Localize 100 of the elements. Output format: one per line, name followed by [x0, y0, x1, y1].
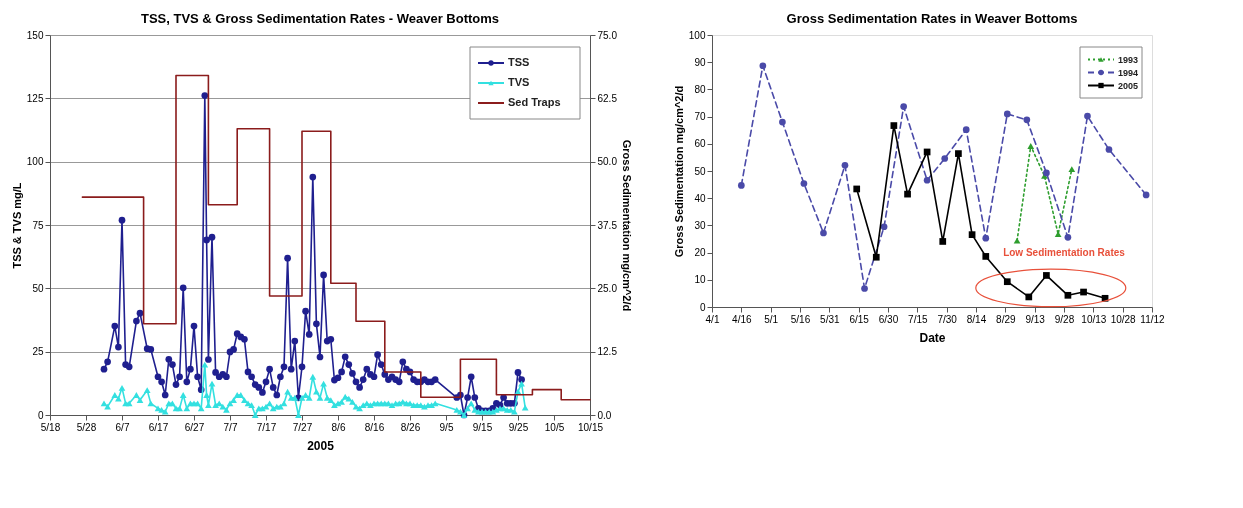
point — [1013, 237, 1021, 244]
y-tick-label: 90 — [694, 56, 706, 68]
legend-label: Sed Traps — [508, 96, 561, 108]
y-tick-label: 30 — [694, 219, 706, 231]
point — [968, 231, 976, 238]
x-tick-label: 8/14 — [966, 313, 987, 325]
point — [820, 229, 827, 237]
point — [1068, 166, 1076, 172]
x-tick-label: 10/28 — [1110, 313, 1137, 325]
point — [759, 62, 767, 70]
y-tick-label: 40 — [694, 192, 706, 204]
point — [1043, 272, 1050, 279]
y-tick-label: 75 — [32, 219, 44, 231]
x-tick-label: 9/25 — [508, 421, 529, 433]
y2-tick-label: 50.0 — [597, 156, 618, 168]
point — [1043, 169, 1050, 177]
y-tick-label: 10 — [694, 274, 706, 286]
x-tick-label: 4/1 — [705, 313, 720, 325]
legend-label: TVS — [508, 76, 530, 88]
point — [923, 176, 931, 184]
point — [1064, 291, 1072, 299]
y-tick-label: 50 — [32, 282, 44, 294]
y-tick-label: 0 — [699, 301, 706, 313]
point — [779, 118, 786, 126]
x-tick-label: 8/16 — [364, 421, 385, 433]
point — [1025, 293, 1033, 301]
x-tick-label: 5/31 — [820, 313, 840, 325]
point — [872, 253, 880, 261]
x-axis-title: Date — [919, 330, 946, 345]
x-tick-label: 7/27 — [292, 421, 313, 433]
x-tick-label: 6/27 — [184, 421, 205, 433]
y-tick-label: 150 — [26, 29, 44, 41]
point — [841, 161, 849, 169]
y-tick-label: 80 — [694, 83, 706, 95]
point — [1027, 143, 1035, 149]
point — [1003, 110, 1011, 118]
x-tick-label: 9/13 — [1025, 313, 1046, 325]
point — [900, 103, 907, 110]
x-tick-label: 8/6 — [331, 421, 346, 433]
x-tick-label: 5/18 — [40, 421, 61, 433]
chart-title: TSS, TVS & Gross Sedimentation Rates - Weaver Bottoms — [140, 11, 500, 26]
y-tick-label: 0 — [37, 409, 44, 421]
x-tick-label: 7/30 — [937, 313, 958, 325]
y-tick-label: 60 — [694, 138, 706, 150]
point — [1064, 234, 1072, 241]
point — [1003, 278, 1011, 286]
chart-title: Gross Sedimentation Rates in Weaver Bottoms — [786, 11, 1078, 26]
point — [880, 223, 888, 231]
annotation: Low Sedimentation Rates — [1003, 246, 1126, 258]
x-tick-label: 6/7 — [115, 421, 130, 433]
legend-label: 1994 — [1118, 67, 1139, 78]
point — [890, 122, 898, 129]
point — [800, 180, 808, 187]
point — [941, 155, 949, 162]
y-tick-label: 25 — [32, 346, 44, 358]
y2-tick-label: 62.5 — [597, 92, 618, 104]
point — [955, 150, 962, 157]
x-tick-label: 4/16 — [732, 313, 752, 325]
point — [1105, 146, 1113, 153]
x-tick-label: 10/5 — [544, 421, 565, 433]
x-tick-label: 10/15 — [577, 421, 604, 433]
y-tick-label: 70 — [694, 111, 706, 123]
point — [1080, 288, 1087, 296]
x-tick-label: 11/12 — [1140, 313, 1166, 325]
y2-tick-label: 0.0 — [597, 409, 612, 421]
y2-tick-label: 12.5 — [597, 346, 618, 358]
point — [982, 253, 990, 260]
point — [737, 182, 745, 189]
point — [1084, 112, 1091, 120]
y-tick-label: 125 — [26, 92, 44, 104]
x-tick-label: 7/7 — [223, 421, 238, 433]
point — [861, 285, 868, 292]
x-tick-label: 9/28 — [1054, 313, 1075, 325]
legend-label: 1993 — [1118, 54, 1139, 65]
point — [904, 190, 911, 198]
point — [982, 234, 990, 242]
y2-tick-label: 25.0 — [597, 282, 618, 294]
x-axis-title: 2005 — [307, 438, 335, 453]
point — [853, 185, 861, 193]
x-tick-label: 5/1 — [764, 313, 779, 325]
y-axis-title: Gross Sedimentation mg/cm^2/d — [672, 85, 685, 258]
point — [939, 238, 947, 245]
y-tick-label: 50 — [694, 165, 706, 177]
y2-tick-label: 75.0 — [597, 29, 618, 41]
x-tick-label: 7/15 — [908, 313, 928, 325]
point — [1142, 191, 1150, 199]
y-axis-title: TSS & TVS mg/L — [10, 182, 23, 269]
x-tick-label: 6/15 — [849, 313, 870, 325]
x-tick-label: 10/13 — [1081, 313, 1107, 325]
x-tick-label: 5/16 — [790, 313, 811, 325]
y-tick-label: 100 — [26, 156, 44, 168]
y2-axis-title: Gross Sedimentation mg/cm^2/d — [620, 139, 633, 312]
y-tick-label: 20 — [694, 247, 706, 259]
x-tick-label: 7/17 — [256, 421, 277, 433]
x-tick-label: 9/5 — [439, 421, 454, 433]
y-tick-label: 100 — [688, 29, 706, 41]
legend-label: TSS — [508, 56, 530, 68]
x-tick-label: 5/28 — [76, 421, 97, 433]
legend-label: 2005 — [1118, 80, 1139, 91]
x-tick-label: 6/30 — [878, 313, 899, 325]
